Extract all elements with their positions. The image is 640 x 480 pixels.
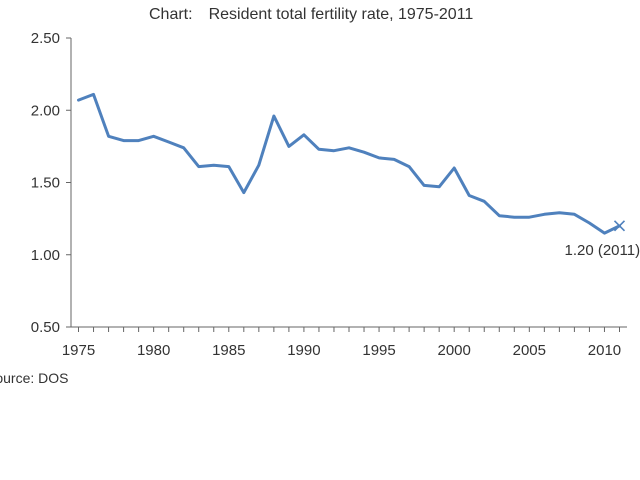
- y-tick-label: 2.50: [31, 30, 60, 47]
- data-point: [347, 146, 351, 150]
- data-point: [77, 98, 80, 102]
- data-point: [137, 139, 140, 142]
- data-point: [212, 163, 215, 167]
- y-tick-label: 1.50: [31, 175, 60, 192]
- data-point: [452, 166, 456, 170]
- series-line: [77, 92, 621, 235]
- source-note: Source: DOS: [0, 370, 68, 386]
- data-point: [242, 191, 246, 194]
- data-point: [182, 146, 185, 150]
- data-point: [528, 215, 531, 219]
- annotation-marker: [613, 220, 626, 232]
- data-point: [437, 185, 441, 189]
- data-point: [483, 200, 486, 203]
- data-point: [152, 135, 155, 138]
- data-point: [513, 215, 516, 219]
- x-tick-label: 2005: [513, 342, 546, 359]
- data-point: [558, 211, 561, 215]
- data-point: [362, 150, 366, 154]
- x-axis: 1975 1980 1985 1990 1995 2000 2005 2010: [62, 326, 627, 359]
- x-tick-label: 1975: [62, 342, 95, 359]
- y-tick-label: 1.00: [31, 247, 60, 264]
- data-point: [422, 184, 426, 187]
- data-point: [317, 148, 321, 151]
- data-point: [287, 145, 291, 148]
- x-tick-label: 1985: [212, 342, 245, 359]
- x-tick-label: 2010: [588, 342, 621, 359]
- data-point: [197, 165, 200, 168]
- y-axis: 2.50 2.00 1.50 1.00 0.50: [31, 30, 72, 336]
- data-point: [573, 213, 576, 216]
- data-point: [302, 133, 306, 137]
- data-point: [122, 139, 125, 142]
- y-tick-label: 0.50: [31, 319, 60, 336]
- data-point: [167, 140, 170, 144]
- x-tick-label: 1995: [362, 342, 395, 359]
- data-point: [107, 135, 110, 138]
- annotation-label: 1.20 (2011): [564, 242, 640, 259]
- data-point: [588, 221, 591, 225]
- data-point: [227, 165, 230, 168]
- y-tick-label: 2.00: [31, 102, 60, 119]
- data-point: [377, 156, 381, 160]
- chart-title: Chart: Resident total fertility rate, 19…: [149, 6, 473, 23]
- plot-area: 1.20 (2011): [77, 92, 640, 259]
- data-point: [468, 194, 471, 197]
- data-point: [272, 114, 276, 118]
- data-point: [92, 93, 95, 96]
- data-point: [603, 231, 606, 235]
- data-point: [543, 213, 546, 216]
- data-point: [332, 149, 336, 152]
- x-tick-label: 2000: [438, 342, 471, 359]
- data-point: [392, 158, 396, 161]
- x-tick-label: 1990: [287, 342, 320, 359]
- data-point: [257, 163, 261, 167]
- data-point: [407, 165, 411, 168]
- x-tick-label: 1980: [137, 342, 170, 359]
- data-point: [498, 214, 501, 217]
